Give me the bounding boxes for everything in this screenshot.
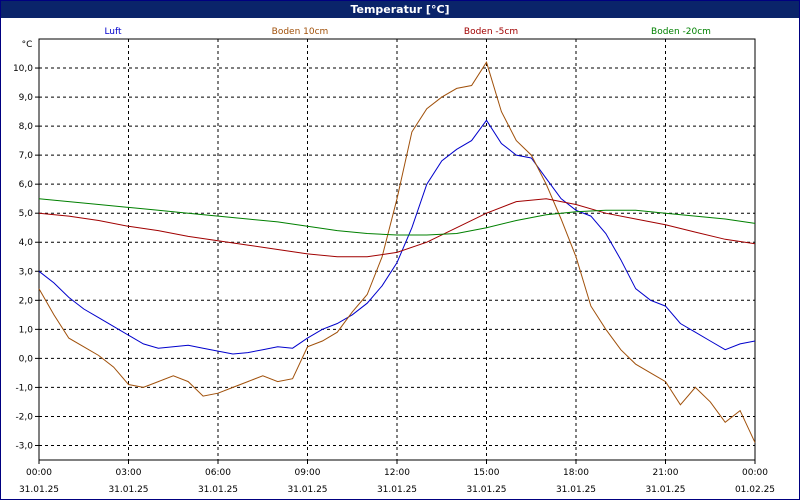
legend-entry: Boden 10cm xyxy=(272,27,329,37)
x-tick-time-label: 21:00 xyxy=(653,468,679,478)
x-tick-date-label: 31.01.25 xyxy=(198,485,238,495)
y-tick-label: 8,0 xyxy=(19,122,34,132)
series-line-4 xyxy=(38,198,756,236)
legend-entry: Luft xyxy=(104,27,122,37)
x-tick-time-label: 06:00 xyxy=(205,468,231,478)
y-tick-label: 2,0 xyxy=(19,296,34,306)
x-tick-date-label: 31.01.25 xyxy=(556,485,596,495)
series-line-2 xyxy=(38,61,756,443)
series-line-3 xyxy=(38,198,756,258)
axes xyxy=(35,38,756,464)
y-tick-label: 5,0 xyxy=(19,209,34,219)
x-tick-date-label: 31.01.25 xyxy=(645,485,685,495)
x-tick-date-label: 31.01.25 xyxy=(466,485,506,495)
y-tick-label: 4,0 xyxy=(19,238,34,248)
x-tick-time-label: 03:00 xyxy=(116,468,142,478)
y-tick-label: -3,0 xyxy=(15,441,33,451)
x-tick-time-label: 00:00 xyxy=(26,468,52,478)
series-lines xyxy=(38,61,756,443)
y-tick-label: -1,0 xyxy=(15,383,33,393)
x-tick-time-label: 15:00 xyxy=(474,468,500,478)
series-line-1 xyxy=(38,119,756,355)
x-tick-date-label: 01.02.25 xyxy=(735,485,775,495)
x-tick-date-label: 31.01.25 xyxy=(108,485,148,495)
y-tick-label: -2,0 xyxy=(15,412,33,422)
window-title: Temperatur [°C] xyxy=(1,1,799,18)
legend: Luft Boden 10cm Boden -5cm Boden -20cm xyxy=(104,27,711,37)
plot-area xyxy=(38,38,756,461)
x-tick-date-label: 31.01.25 xyxy=(377,485,417,495)
legend-entry: Boden -5cm xyxy=(464,27,518,37)
y-tick-label: 6,0 xyxy=(19,180,34,190)
y-tick-label: 10,0 xyxy=(13,64,33,74)
y-axis-label: °C xyxy=(22,40,33,50)
y-tick-label: 3,0 xyxy=(19,267,34,277)
x-tick-time-label: 09:00 xyxy=(295,468,321,478)
grid xyxy=(39,39,755,460)
x-tick-time-label: 00:00 xyxy=(742,468,768,478)
x-tick-date-label: 31.01.25 xyxy=(19,485,59,495)
legend-entry: Boden -20cm xyxy=(651,27,711,37)
y-tick-label: 1,0 xyxy=(19,325,34,335)
x-tick-time-label: 18:00 xyxy=(563,468,589,478)
y-tick-label: 0,0 xyxy=(19,354,34,364)
tick-labels: 10,0 9,0 8,0 7,0 6,0 5,0 4,0 3,0 2,0 1,0 0,0 -1,0 -2… xyxy=(13,40,775,495)
y-tick-label: 9,0 xyxy=(19,93,34,103)
x-tick-date-label: 31.01.25 xyxy=(287,485,327,495)
y-tick-label: 7,0 xyxy=(19,151,34,161)
x-tick-time-label: 12:00 xyxy=(384,468,410,478)
